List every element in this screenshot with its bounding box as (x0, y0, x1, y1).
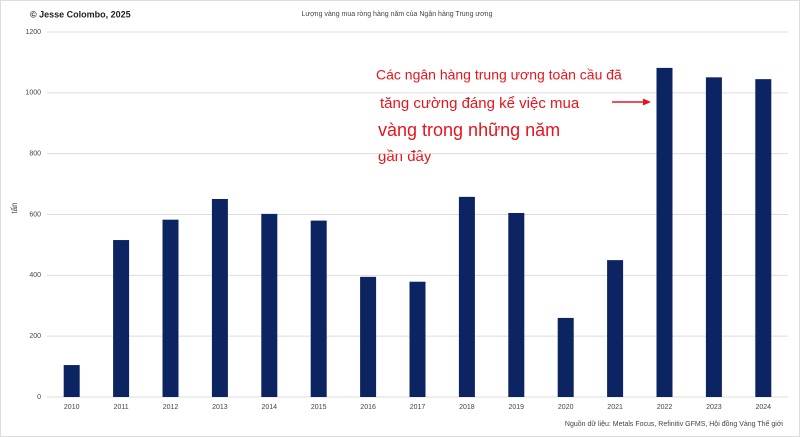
bar (607, 260, 624, 397)
y-tick-label: 1000 (25, 90, 41, 97)
x-tick-label: 2011 (114, 404, 129, 411)
x-tick-label: 2024 (756, 404, 772, 411)
bar (755, 79, 772, 397)
bar (458, 196, 475, 397)
bar (211, 198, 228, 397)
x-tick-label: 2016 (360, 404, 376, 411)
arrow-head (643, 98, 651, 106)
bar (557, 317, 574, 397)
x-tick-label: 2019 (509, 404, 525, 411)
annotation-line: vàng trong những năm (378, 120, 560, 140)
credit: © Jesse Colombo, 2025 (30, 9, 131, 19)
x-tick-label: 2013 (212, 404, 228, 411)
y-tick-label: 400 (29, 272, 41, 279)
bar (508, 212, 525, 397)
bar (113, 240, 130, 397)
source: Nguồn dữ liệu: Metals Focus, Refinitiv G… (565, 419, 784, 428)
y-tick-label: 200 (29, 333, 41, 340)
x-tick-label: 2021 (607, 404, 623, 411)
x-tick-label: 2023 (706, 404, 722, 411)
x-tick-label: 2012 (163, 404, 179, 411)
x-tick-label: 2020 (558, 404, 574, 411)
bar (705, 77, 722, 397)
bar (360, 276, 377, 397)
x-tick-label: 2017 (410, 404, 426, 411)
x-tick-label: 2022 (657, 404, 673, 411)
chart-title: Lượng vàng mua ròng hàng năm của Ngân hà… (302, 10, 493, 18)
bar (656, 67, 673, 398)
y-tick-label: 600 (29, 211, 41, 218)
x-tick-label: 2010 (64, 404, 80, 411)
y-tick-label: 800 (29, 151, 41, 158)
x-tick-label: 2014 (262, 404, 278, 411)
bar (310, 220, 327, 397)
annotation-line: tăng cường đáng kể việc mua (380, 95, 580, 112)
annotation: Các ngân hàng trung ương toàn cầu đã tăn… (376, 67, 622, 165)
bar (409, 281, 426, 397)
x-tick-label: 2018 (459, 404, 475, 411)
bar (162, 219, 179, 397)
annotation-line: Các ngân hàng trung ương toàn cầu đã (376, 67, 622, 83)
y-axis-label: tấn (10, 202, 19, 213)
x-tick-label: 2015 (311, 404, 327, 411)
annotation-line: gần đây (378, 148, 432, 165)
y-tick-label: 1200 (25, 29, 41, 36)
y-tick-label: 0 (37, 394, 41, 401)
bar (261, 213, 278, 397)
bar (63, 365, 80, 397)
